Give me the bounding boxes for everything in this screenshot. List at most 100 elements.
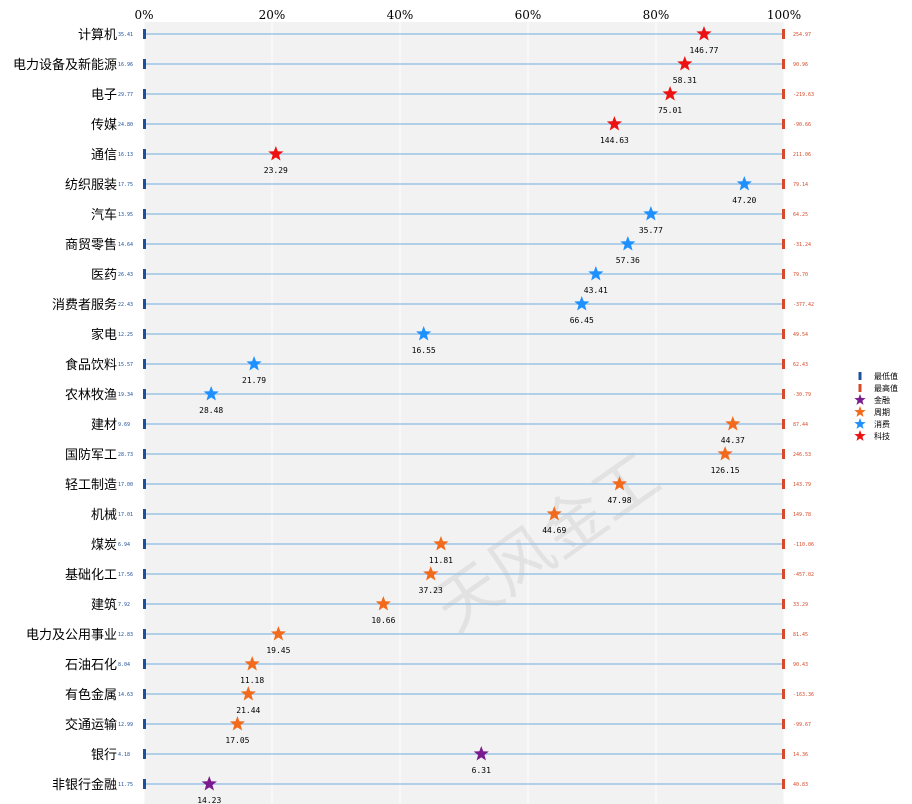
max-marker	[782, 449, 785, 459]
min-marker	[143, 539, 146, 549]
min-marker	[143, 719, 146, 729]
industry-label: 电子	[91, 88, 117, 103]
max-value-label: 49.54	[793, 332, 808, 338]
max-marker	[782, 629, 785, 639]
x-tick-label: 100%	[767, 8, 801, 22]
industry-label: 非银行金融	[52, 777, 117, 793]
plot-background	[144, 22, 784, 804]
current-pe-label: 44.69	[542, 526, 566, 535]
current-pe-label: 11.18	[240, 676, 264, 685]
max-marker	[782, 659, 785, 669]
current-pe-label: 35.77	[639, 226, 663, 235]
min-marker	[143, 389, 146, 399]
max-value-label: -90.66	[793, 122, 811, 128]
industry-label: 石油石化	[65, 658, 117, 673]
legend-min-marker	[859, 372, 862, 380]
min-marker	[143, 479, 146, 489]
industry-label: 消费者服务	[52, 297, 117, 313]
min-value-label: 22.43	[118, 302, 133, 308]
min-marker	[143, 449, 146, 459]
max-marker	[782, 119, 785, 129]
min-value-label: 12.83	[118, 632, 133, 638]
max-marker	[782, 179, 785, 189]
min-marker	[143, 269, 146, 279]
min-marker	[143, 59, 146, 69]
max-marker	[782, 59, 785, 69]
legend-star-4	[854, 430, 865, 441]
current-pe-label: 43.41	[584, 286, 608, 295]
min-value-label: 11.75	[118, 782, 133, 788]
min-value-label: 12.25	[118, 332, 133, 338]
max-value-label: 79.14	[793, 182, 808, 188]
legend-group-label: 周期	[874, 408, 890, 417]
max-value-label: 87.44	[793, 422, 808, 428]
min-marker	[143, 179, 146, 189]
min-marker	[143, 509, 146, 519]
min-value-label: 29.77	[118, 92, 133, 98]
x-tick-label: 0%	[134, 8, 153, 22]
max-marker	[782, 269, 785, 279]
x-tick-label: 20%	[259, 8, 286, 22]
min-value-label: 14.64	[118, 242, 133, 248]
min-marker	[143, 779, 146, 789]
min-value-label: 9.69	[118, 422, 130, 428]
legend-group-label: 消费	[874, 419, 890, 429]
industry-label: 农林牧渔	[65, 388, 117, 403]
current-pe-label: 23.29	[264, 166, 288, 175]
max-marker	[782, 29, 785, 39]
industry-label: 通信	[91, 148, 117, 163]
industry-label: 国防军工	[65, 447, 117, 463]
min-marker	[143, 209, 146, 219]
min-marker	[143, 359, 146, 369]
min-value-label: 6.94	[118, 542, 130, 548]
max-marker	[782, 359, 785, 369]
max-marker	[782, 149, 785, 159]
min-marker	[143, 89, 146, 99]
min-marker	[143, 629, 146, 639]
max-marker	[782, 239, 785, 249]
min-value-label: 13.95	[118, 212, 133, 218]
industry-label: 机械	[91, 508, 117, 523]
min-value-label: 19.34	[118, 392, 133, 398]
industry-label: 计算机	[78, 28, 117, 43]
max-marker	[782, 599, 785, 609]
industry-label: 电力设备及新能源	[13, 57, 117, 73]
min-marker	[143, 419, 146, 429]
current-pe-label: 11.81	[429, 556, 453, 565]
current-pe-label: 21.79	[242, 376, 266, 385]
min-marker	[143, 659, 146, 669]
industry-label: 传媒	[91, 118, 117, 133]
min-value-label: 4.18	[118, 752, 130, 758]
max-marker	[782, 209, 785, 219]
industry-label: 食品饮料	[65, 357, 117, 373]
current-pe-label: 10.66	[371, 616, 395, 625]
max-marker	[782, 419, 785, 429]
current-pe-label: 17.05	[225, 736, 249, 745]
min-value-label: 8.04	[118, 662, 130, 668]
max-value-label: -457.02	[793, 572, 814, 578]
industry-label: 建筑	[91, 597, 117, 613]
min-value-label: 17.01	[118, 512, 133, 518]
min-marker	[143, 299, 146, 309]
legend-max-marker	[859, 384, 862, 392]
legend: 最低值最高值金融周期消费科技	[854, 371, 898, 441]
current-pe-label: 6.31	[472, 766, 491, 775]
max-value-label: -30.79	[793, 392, 811, 398]
current-pe-label: 37.23	[419, 586, 443, 595]
industry-label: 煤炭	[91, 538, 117, 553]
legend-star-3	[854, 418, 865, 429]
max-marker	[782, 719, 785, 729]
max-value-label: -31.24	[793, 242, 811, 248]
min-marker	[143, 599, 146, 609]
x-tick-label: 40%	[387, 8, 414, 22]
max-value-label: 64.25	[793, 212, 808, 218]
max-value-label: 81.45	[793, 632, 808, 638]
legend-star-1	[854, 394, 865, 405]
industry-label: 家电	[91, 327, 117, 343]
min-marker	[143, 29, 146, 39]
current-pe-label: 66.45	[570, 316, 594, 325]
max-value-label: 211.06	[793, 152, 811, 158]
min-value-label: 15.57	[118, 362, 133, 368]
current-pe-label: 44.37	[721, 436, 745, 445]
